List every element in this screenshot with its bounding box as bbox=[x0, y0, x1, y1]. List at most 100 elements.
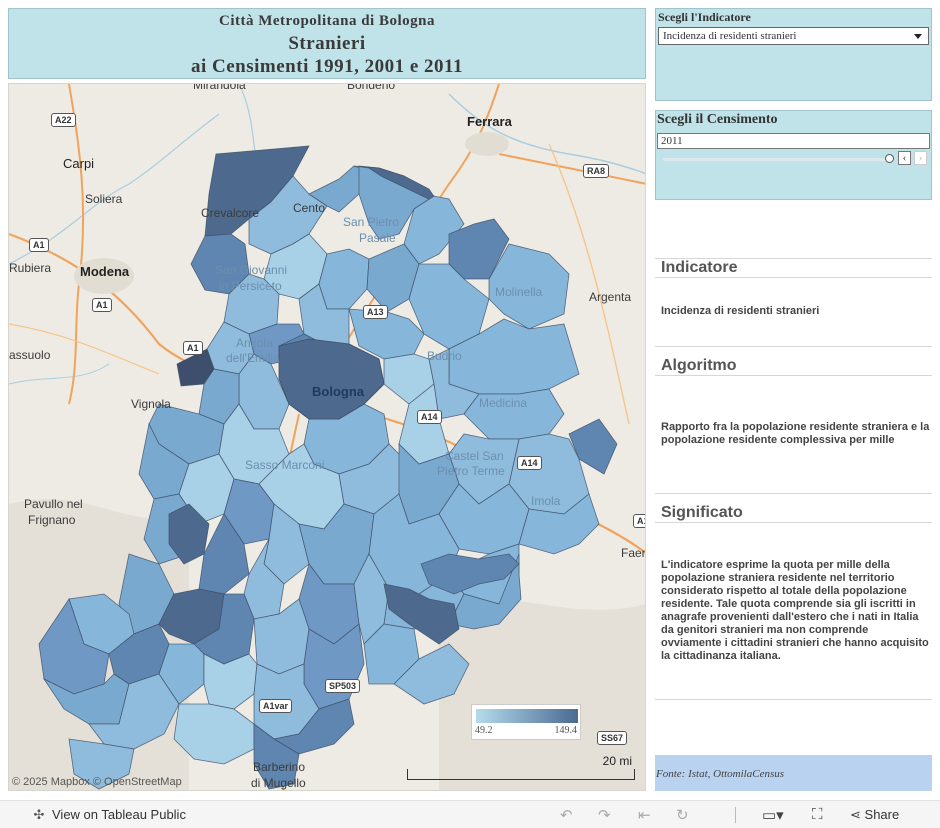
municipality-region[interactable] bbox=[253, 723, 300, 790]
fullscreen-icon[interactable]: ⛶ bbox=[812, 806, 823, 823]
dropdown-arrow-icon[interactable] bbox=[914, 34, 922, 39]
place-mirandola: Mirandola bbox=[193, 83, 246, 92]
share-icon: ⋖ bbox=[850, 807, 861, 822]
road-shield-a14: A14 bbox=[517, 456, 542, 470]
river bbox=[9, 363, 110, 385]
significato-text: L'indicatore esprime la quota per mille … bbox=[661, 559, 929, 662]
redo-icon[interactable]: ↷ bbox=[598, 807, 611, 824]
tableau-toolbar: ✣ View on Tableau Public ↶ ↷ ⇤ ↻ ▭▾ ⛶ ⋖ S… bbox=[0, 800, 940, 828]
terrain-area bbox=[439, 598, 645, 790]
urban-area bbox=[74, 258, 134, 294]
place-castelsanpietro-1: Castel San bbox=[445, 449, 504, 463]
place-imola: Imola bbox=[531, 494, 561, 508]
road-shield-ra8: RA8 bbox=[583, 164, 610, 178]
section-divider bbox=[655, 277, 932, 278]
place-sanpietro-2: Pasale bbox=[359, 231, 396, 245]
place-modena: Modena bbox=[80, 264, 130, 279]
census-next-button[interactable]: › bbox=[914, 151, 927, 165]
place-rubiera: Rubiera bbox=[9, 261, 52, 275]
indicator-filter-label: Scegli l'Indicatore bbox=[658, 10, 751, 24]
section-divider bbox=[655, 346, 932, 347]
municipality-region[interactable] bbox=[420, 553, 520, 595]
place-budrio: Budrio bbox=[427, 349, 462, 363]
road-shield-a14: A14 bbox=[417, 410, 442, 424]
place-ferrara: Ferrara bbox=[467, 114, 512, 129]
view-on-tableau-link[interactable]: ✣ View on Tableau Public bbox=[32, 807, 186, 823]
bologna-municipality[interactable] bbox=[278, 338, 385, 420]
indicator-filter-panel: Scegli l'Indicatore Incidenza di residen… bbox=[655, 8, 932, 101]
river bbox=[9, 113, 220, 265]
census-value-field[interactable]: 2011 bbox=[657, 133, 930, 149]
dashboard-title: Città Metropolitana di Bologna Stranieri… bbox=[8, 8, 646, 79]
municipality-region[interactable] bbox=[318, 248, 370, 310]
motorway bbox=[498, 153, 645, 185]
map-attribution[interactable]: © 2025 Mapbox © OpenStreetMap bbox=[12, 776, 182, 788]
indicatore-text: Incidenza di residenti stranieri bbox=[661, 305, 820, 317]
map-scale-bar: 20 mi bbox=[407, 754, 635, 780]
place-faenza: Faen bbox=[621, 546, 646, 560]
place-sangiovanni-2: in Persiceto bbox=[219, 279, 282, 293]
place-cento: Cento bbox=[293, 201, 326, 215]
municipality-region[interactable] bbox=[408, 263, 490, 350]
place-anzola-1: Anzola bbox=[236, 336, 273, 350]
tableau-logo-icon: ✣ bbox=[33, 807, 45, 822]
place-bologna: Bologna bbox=[312, 384, 364, 399]
revert-icon[interactable]: ⇤ bbox=[638, 807, 651, 824]
choropleth-map[interactable]: Carpi Soliera Modena Rubiera assuolo Vig… bbox=[8, 83, 646, 791]
title-line-2: Stranieri bbox=[288, 33, 366, 54]
share-button[interactable]: ⋖ Share bbox=[850, 807, 899, 823]
census-filter-label: Scegli il Censimento bbox=[657, 112, 778, 127]
place-molinella: Molinella bbox=[495, 285, 543, 299]
place-pavullo-1: Pavullo nel bbox=[24, 497, 83, 511]
municipality-region[interactable] bbox=[393, 643, 470, 705]
municipality-region[interactable] bbox=[272, 698, 355, 755]
undo-icon[interactable]: ↶ bbox=[560, 807, 573, 824]
census-slider-handle[interactable] bbox=[885, 154, 894, 163]
place-barberino-2: di Mugello bbox=[251, 776, 306, 790]
place-pavullo-2: Frignano bbox=[28, 513, 76, 527]
section-divider bbox=[655, 699, 932, 700]
municipality-region[interactable] bbox=[383, 583, 460, 645]
road-shield-sp503: SP503 bbox=[325, 679, 361, 693]
place-anzola-2: dell'Emilia bbox=[226, 351, 280, 365]
title-line-1: Città Metropolitana di Bologna bbox=[219, 13, 435, 29]
census-slider-track[interactable] bbox=[663, 158, 889, 161]
map-canvas[interactable] bbox=[9, 84, 646, 791]
municipality-region[interactable] bbox=[203, 653, 258, 710]
place-sassuolo: assuolo bbox=[9, 348, 51, 362]
census-prev-button[interactable]: ‹ bbox=[898, 151, 911, 165]
road-shield-a22: A22 bbox=[51, 113, 76, 127]
refresh-icon[interactable]: ↻ bbox=[676, 807, 689, 824]
municipality-region[interactable] bbox=[488, 243, 570, 330]
title-line-3: ai Censimenti 1991, 2001 e 2011 bbox=[191, 56, 463, 77]
indicator-selected-value: Incidenza di residenti stranieri bbox=[663, 30, 797, 42]
place-soliera: Soliera bbox=[85, 192, 123, 206]
legend-max: 149.4 bbox=[554, 725, 578, 736]
indicator-dropdown[interactable]: Incidenza di residenti stranieri bbox=[658, 27, 929, 45]
device-preview-icon[interactable]: ▭▾ bbox=[762, 807, 784, 824]
municipality-region[interactable] bbox=[68, 738, 135, 790]
place-castelsanpietro-2: Pietro Terme bbox=[437, 464, 505, 478]
municipality-region[interactable] bbox=[348, 308, 425, 360]
road-shield-a13: A13 bbox=[363, 305, 388, 319]
road bbox=[9, 323, 160, 375]
road-shield-a1: A1 bbox=[633, 514, 645, 528]
section-divider bbox=[655, 522, 932, 523]
municipality-region[interactable] bbox=[518, 493, 600, 555]
significato-heading: Significato bbox=[661, 504, 743, 521]
algoritmo-heading: Algoritmo bbox=[661, 357, 737, 374]
place-vignola: Vignola bbox=[131, 397, 171, 411]
road-shield-a1: A1 bbox=[92, 298, 112, 312]
view-on-tableau-label: View on Tableau Public bbox=[52, 807, 186, 822]
section-divider bbox=[655, 375, 932, 376]
place-crevalcore: Crevalcore bbox=[201, 206, 260, 220]
section-divider bbox=[655, 258, 932, 259]
place-sangiovanni-1: San Giovanni bbox=[215, 263, 288, 277]
place-sanpietro-1: San Pietro bbox=[343, 215, 400, 229]
urban-area bbox=[465, 132, 509, 156]
road-shield-ss67: SS67 bbox=[597, 731, 628, 745]
road-shield-a1: A1 bbox=[29, 238, 49, 252]
color-legend: 49.2 149.4 bbox=[471, 704, 581, 740]
indicatore-heading: Indicatore bbox=[661, 259, 738, 276]
place-medicina: Medicina bbox=[479, 396, 528, 410]
